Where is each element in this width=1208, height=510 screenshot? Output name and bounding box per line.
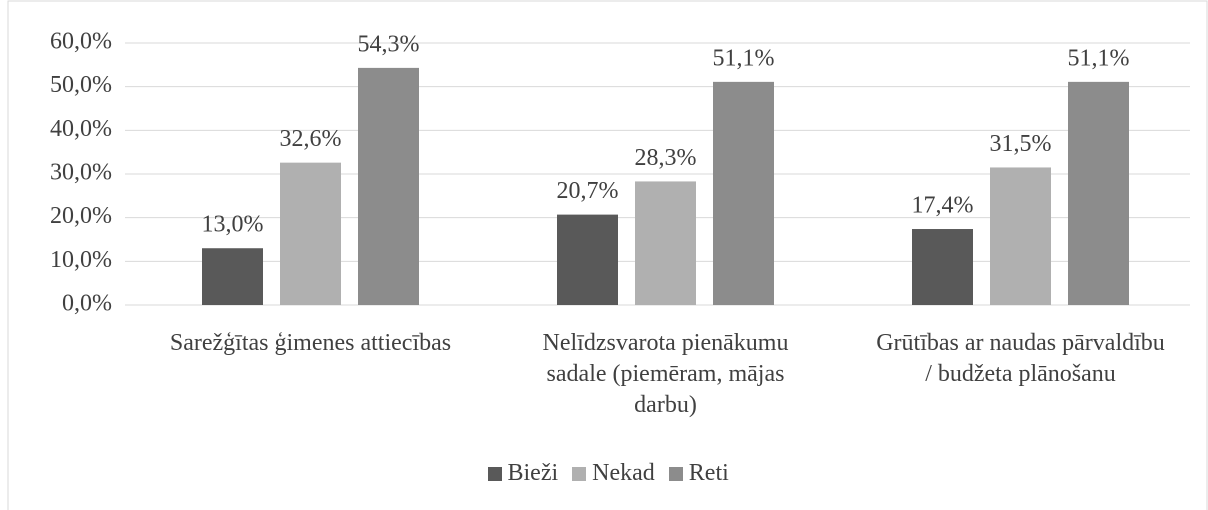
bar — [1068, 81, 1129, 305]
data-label: 51,1% — [713, 45, 775, 71]
x-tick-label: Nelīdzsvarota pienākumu sadale (piemēram… — [542, 330, 789, 418]
y-tick-label: 50,0% — [50, 72, 112, 98]
bar — [713, 81, 774, 305]
y-tick-label: 60,0% — [50, 29, 112, 55]
data-label: 13,0% — [202, 212, 264, 238]
y-tick-label: 40,0% — [50, 116, 112, 142]
bar — [990, 167, 1051, 305]
bar — [280, 162, 341, 305]
data-label: 54,3% — [358, 31, 420, 57]
x-tick-label: Grūtības ar naudas pārvaldību / budžeta … — [876, 330, 1165, 387]
legend-swatch — [487, 466, 502, 481]
legend-label: Nekad — [592, 460, 655, 486]
bar — [202, 248, 263, 305]
bar — [358, 67, 419, 305]
data-label: 31,5% — [990, 131, 1052, 157]
data-label: 20,7% — [557, 178, 619, 204]
y-tick-label: 0,0% — [62, 291, 112, 317]
data-label: 32,6% — [280, 126, 342, 152]
legend-item: Bieži — [487, 460, 559, 487]
chart-frame — [7, 0, 1208, 510]
x-tick-label: Sarežģītas ģimenes attiecības — [169, 330, 452, 356]
legend-swatch — [572, 466, 587, 481]
bar — [557, 214, 618, 305]
data-label: 28,3% — [635, 145, 697, 171]
y-tick-label: 30,0% — [50, 160, 112, 186]
legend-label: Bieži — [507, 460, 559, 486]
y-tick-label: 10,0% — [50, 247, 112, 273]
legend: Bieži Nekad Reti — [487, 460, 743, 487]
y-tick-label: 20,0% — [50, 203, 112, 229]
legend-label: Reti — [688, 460, 729, 486]
bar — [912, 229, 973, 305]
legend-item: Nekad — [572, 460, 655, 487]
legend-swatch — [668, 466, 683, 481]
data-label: 17,4% — [912, 193, 974, 219]
data-label: 51,1% — [1068, 45, 1130, 71]
legend-item: Reti — [668, 460, 729, 487]
bar — [635, 181, 696, 305]
